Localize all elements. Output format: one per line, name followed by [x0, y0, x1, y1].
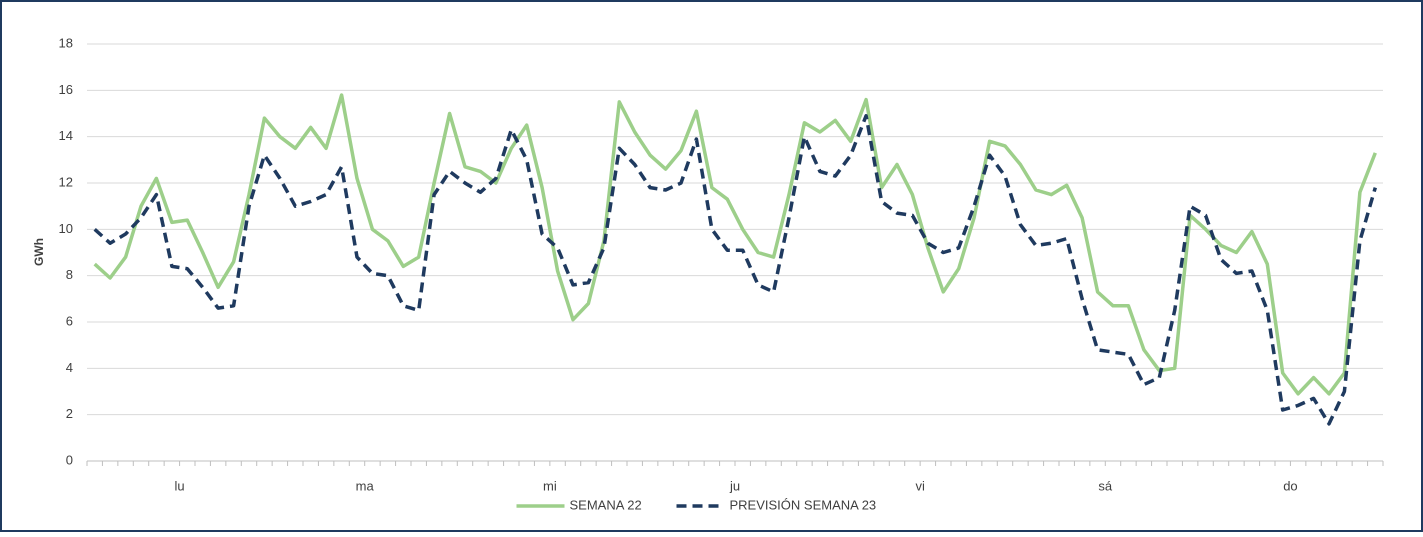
x-tick-label: do	[1283, 478, 1297, 493]
y-axis-label: GWh	[32, 238, 46, 266]
x-tick-label: ma	[356, 478, 375, 493]
y-tick-label: 8	[66, 267, 73, 282]
x-tick-label: lu	[175, 478, 185, 493]
x-tick-label: sá	[1098, 478, 1113, 493]
x-tick-label: vi	[915, 478, 925, 493]
series-line	[93, 114, 1377, 426]
y-tick-label: 18	[59, 35, 73, 50]
legend-label: SEMANA 22	[570, 497, 642, 512]
y-tick-label: 2	[66, 406, 73, 421]
y-tick-label: 12	[59, 174, 73, 189]
x-tick-label: ju	[729, 478, 740, 493]
y-tick-label: 14	[59, 128, 73, 143]
y-tick-label: 6	[66, 313, 73, 328]
y-tick-label: 0	[66, 452, 73, 467]
y-tick-label: 10	[59, 221, 73, 236]
legend-label: PREVISIÓN SEMANA 23	[730, 497, 877, 512]
x-tick-label: mi	[543, 478, 557, 493]
y-tick-label: 16	[59, 82, 73, 97]
y-tick-label: 4	[66, 360, 73, 375]
